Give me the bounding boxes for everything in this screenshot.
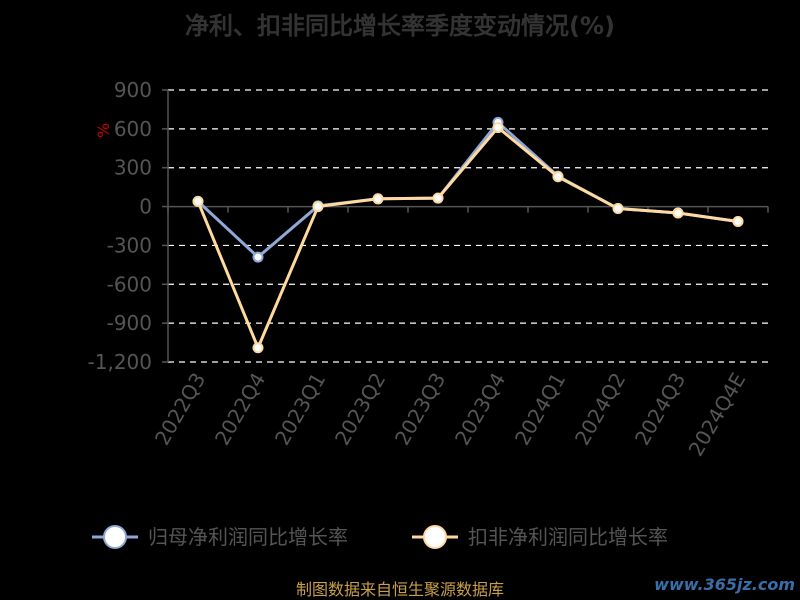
x-tick-label: 2022Q4 bbox=[210, 369, 270, 450]
axes bbox=[162, 89, 769, 363]
x-tick-label: 2024Q3 bbox=[630, 369, 690, 450]
data-point bbox=[732, 215, 744, 227]
data-point bbox=[672, 207, 684, 219]
y-tick-labels: 900 600 300 0 -300 -600 -900 -1,200 bbox=[88, 78, 152, 374]
y-tick-label: 300 bbox=[114, 156, 152, 180]
y-tick-label: -300 bbox=[107, 233, 152, 257]
source-note: 制图数据来自恒生聚源数据库 bbox=[296, 580, 504, 599]
data-point bbox=[432, 192, 444, 204]
watermark: www.365jz.com bbox=[654, 575, 795, 594]
x-tick-label: 2022Q3 bbox=[150, 369, 210, 450]
x-tick-label: 2024Q2 bbox=[570, 369, 630, 450]
x-tick-label: 2023Q4 bbox=[450, 369, 510, 450]
legend-item[interactable]: 归母净利润同比增长率 bbox=[92, 525, 348, 549]
y-tick-label: 0 bbox=[139, 195, 152, 219]
x-tick-label: 2023Q2 bbox=[330, 369, 390, 450]
series-line bbox=[196, 126, 739, 350]
data-point bbox=[612, 203, 624, 215]
data-point bbox=[372, 193, 384, 205]
y-tick-label: 900 bbox=[114, 78, 152, 102]
x-tick-label: 2023Q1 bbox=[270, 369, 330, 450]
series-2 bbox=[192, 122, 744, 354]
data-point bbox=[552, 171, 564, 183]
y-tick-label: -900 bbox=[107, 311, 152, 335]
unit-label: % bbox=[94, 123, 113, 138]
y-tick-label: -600 bbox=[107, 272, 152, 296]
y-tick-label: 600 bbox=[114, 117, 152, 141]
legend-marker bbox=[103, 525, 127, 549]
x-tick-label: 2023Q3 bbox=[390, 369, 450, 450]
series-1 bbox=[192, 116, 744, 263]
series-line bbox=[196, 120, 739, 259]
x-tick-labels: 2022Q3 2022Q4 2023Q1 2023Q2 2023Q3 2023Q4 2024… bbox=[150, 369, 750, 461]
series-lines bbox=[192, 116, 744, 354]
x-tick-label: 2024Q1 bbox=[510, 369, 570, 450]
gridlines bbox=[168, 89, 768, 363]
legend-label: 归母净利润同比增长率 bbox=[148, 525, 348, 549]
legend-marker bbox=[423, 525, 447, 549]
y-tick-label: -1,200 bbox=[88, 350, 152, 374]
legend-label: 扣非净利润同比增长率 bbox=[468, 525, 668, 549]
data-point bbox=[492, 122, 504, 134]
data-point bbox=[312, 201, 324, 213]
legend-item[interactable]: 扣非净利润同比增长率 bbox=[412, 525, 668, 549]
chart-title: 净利、扣非同比增长率季度变动情况(%) bbox=[185, 12, 615, 40]
x-tick-label: 2024Q4E bbox=[684, 369, 751, 461]
legend: 归母净利润同比增长率 扣非净利润同比增长率 bbox=[92, 525, 668, 549]
data-point bbox=[252, 342, 264, 354]
data-point bbox=[192, 195, 204, 207]
data-point bbox=[252, 251, 264, 263]
